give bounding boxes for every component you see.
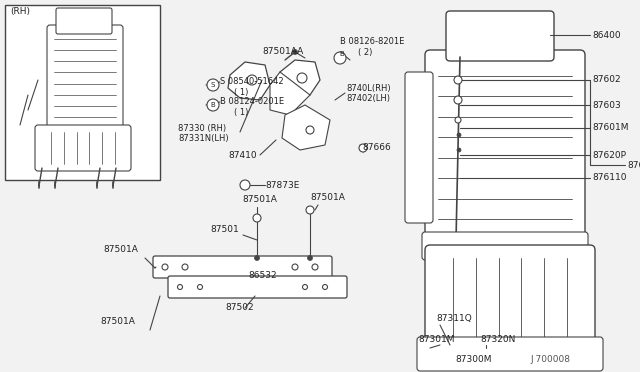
Polygon shape bbox=[228, 62, 270, 100]
Polygon shape bbox=[282, 105, 330, 150]
Circle shape bbox=[306, 126, 314, 134]
FancyBboxPatch shape bbox=[405, 72, 433, 223]
Text: 87330 (RH): 87330 (RH) bbox=[178, 124, 226, 132]
Circle shape bbox=[297, 73, 307, 83]
Circle shape bbox=[207, 79, 219, 91]
Text: 86532: 86532 bbox=[248, 270, 276, 279]
Polygon shape bbox=[278, 60, 320, 97]
FancyBboxPatch shape bbox=[425, 50, 585, 245]
Circle shape bbox=[240, 180, 250, 190]
Text: S 08540-51642: S 08540-51642 bbox=[220, 77, 284, 87]
Text: (RH): (RH) bbox=[10, 7, 30, 16]
Circle shape bbox=[454, 76, 462, 84]
Polygon shape bbox=[270, 72, 310, 115]
Circle shape bbox=[198, 285, 202, 289]
Text: 87603: 87603 bbox=[592, 100, 621, 109]
Text: ( 1): ( 1) bbox=[234, 108, 248, 116]
Text: 87301M: 87301M bbox=[418, 336, 454, 344]
Text: 87501: 87501 bbox=[210, 225, 239, 234]
Text: 87331N(LH): 87331N(LH) bbox=[178, 134, 228, 142]
Text: 876110: 876110 bbox=[592, 173, 627, 183]
Text: ( 1): ( 1) bbox=[234, 87, 248, 96]
FancyBboxPatch shape bbox=[425, 245, 595, 350]
Text: 8740L(RH): 8740L(RH) bbox=[346, 83, 390, 93]
Text: 87501AA: 87501AA bbox=[262, 48, 303, 57]
FancyBboxPatch shape bbox=[422, 232, 588, 260]
Circle shape bbox=[253, 214, 261, 222]
Circle shape bbox=[359, 144, 367, 152]
Circle shape bbox=[454, 96, 462, 104]
Circle shape bbox=[312, 264, 318, 270]
Circle shape bbox=[457, 133, 461, 137]
Text: B 08126-8201E: B 08126-8201E bbox=[340, 38, 404, 46]
Circle shape bbox=[292, 49, 298, 55]
Text: 87501A: 87501A bbox=[103, 246, 138, 254]
Text: S: S bbox=[211, 82, 215, 88]
Text: 87502: 87502 bbox=[225, 304, 253, 312]
FancyBboxPatch shape bbox=[35, 125, 131, 171]
Text: 87601M: 87601M bbox=[592, 124, 628, 132]
Text: 87501A: 87501A bbox=[310, 193, 345, 202]
Circle shape bbox=[455, 117, 461, 123]
Circle shape bbox=[255, 256, 259, 260]
Circle shape bbox=[306, 206, 314, 214]
Circle shape bbox=[182, 264, 188, 270]
FancyBboxPatch shape bbox=[56, 8, 112, 34]
Circle shape bbox=[307, 256, 312, 260]
Text: B 08124-0201E: B 08124-0201E bbox=[220, 97, 284, 106]
FancyBboxPatch shape bbox=[153, 256, 332, 278]
Text: 87320N: 87320N bbox=[480, 336, 515, 344]
Text: 87501A: 87501A bbox=[242, 196, 277, 205]
FancyBboxPatch shape bbox=[446, 11, 554, 61]
FancyBboxPatch shape bbox=[168, 276, 347, 298]
Text: 87300M: 87300M bbox=[455, 356, 492, 365]
Text: 87620P: 87620P bbox=[592, 151, 626, 160]
Text: J 700008: J 700008 bbox=[530, 356, 570, 365]
Text: 87311Q: 87311Q bbox=[436, 314, 472, 323]
Text: 87402(LH): 87402(LH) bbox=[346, 93, 390, 103]
FancyBboxPatch shape bbox=[417, 337, 603, 371]
Text: 87501A: 87501A bbox=[100, 317, 135, 327]
Circle shape bbox=[334, 52, 346, 64]
Text: 87873E: 87873E bbox=[265, 180, 300, 189]
Text: ( 2): ( 2) bbox=[358, 48, 372, 57]
Circle shape bbox=[247, 75, 257, 85]
Circle shape bbox=[323, 285, 328, 289]
Text: 87602: 87602 bbox=[592, 76, 621, 84]
Circle shape bbox=[292, 264, 298, 270]
Text: B: B bbox=[340, 51, 344, 57]
FancyBboxPatch shape bbox=[47, 25, 123, 131]
Text: 87600M: 87600M bbox=[627, 160, 640, 170]
Text: B: B bbox=[211, 102, 216, 108]
Text: 86400: 86400 bbox=[592, 31, 621, 39]
Circle shape bbox=[303, 285, 307, 289]
Circle shape bbox=[177, 285, 182, 289]
Text: 87410: 87410 bbox=[228, 151, 257, 160]
Circle shape bbox=[457, 148, 461, 152]
Bar bbox=[5, 5, 160, 180]
Text: 87666: 87666 bbox=[362, 144, 391, 153]
Circle shape bbox=[207, 99, 219, 111]
Circle shape bbox=[162, 264, 168, 270]
